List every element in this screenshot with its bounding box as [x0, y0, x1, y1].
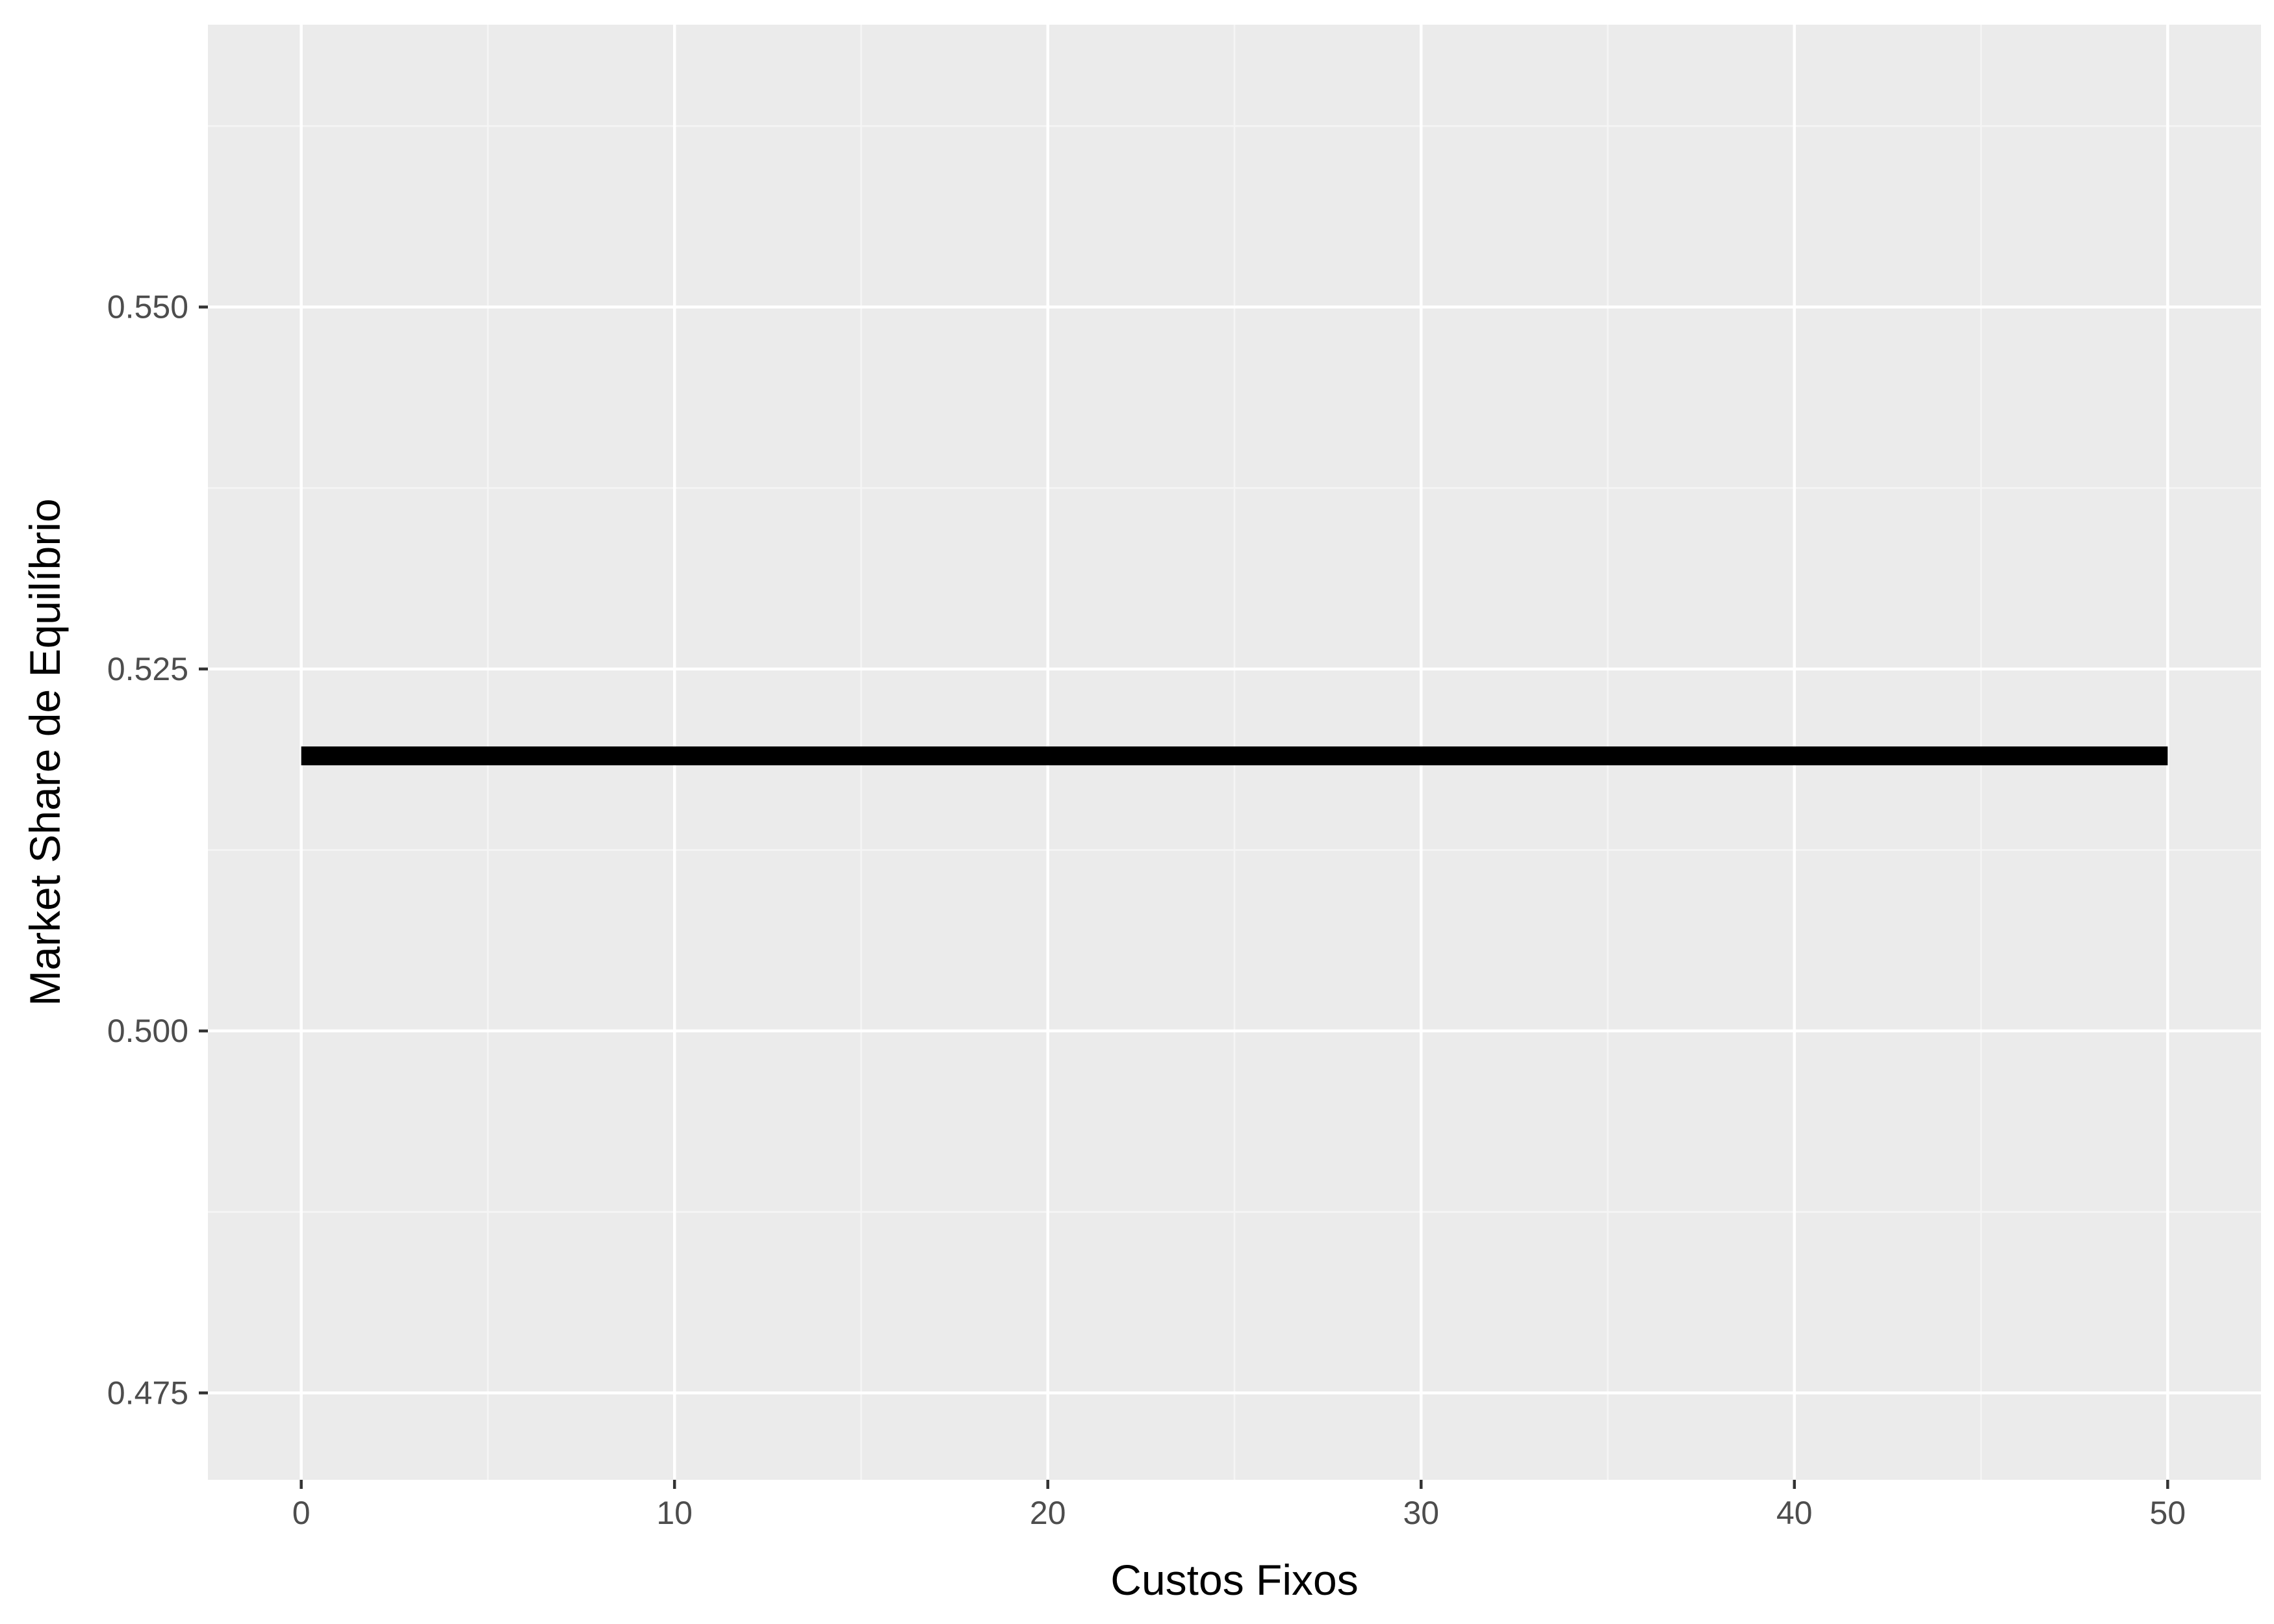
y-tick-label: 0.500 — [107, 1013, 188, 1049]
x-axis-title: Custos Fixos — [1110, 1556, 1358, 1604]
x-tick-label: 50 — [2150, 1495, 2186, 1531]
y-tick-label: 0.550 — [107, 289, 188, 325]
y-tick-label: 0.525 — [107, 651, 188, 687]
y-axis-title: Market Share de Equilíbrio — [21, 498, 69, 1006]
x-axis: 0 10 20 30 40 50 — [292, 1480, 2186, 1531]
x-tick-label: 0 — [292, 1495, 311, 1531]
y-tick-label: 0.475 — [107, 1375, 188, 1411]
x-tick-label: 10 — [656, 1495, 693, 1531]
y-axis: 0.475 0.500 0.525 0.550 — [107, 289, 208, 1411]
x-tick-label: 40 — [1776, 1495, 1813, 1531]
x-tick-label: 30 — [1403, 1495, 1439, 1531]
x-tick-label: 20 — [1030, 1495, 1066, 1531]
